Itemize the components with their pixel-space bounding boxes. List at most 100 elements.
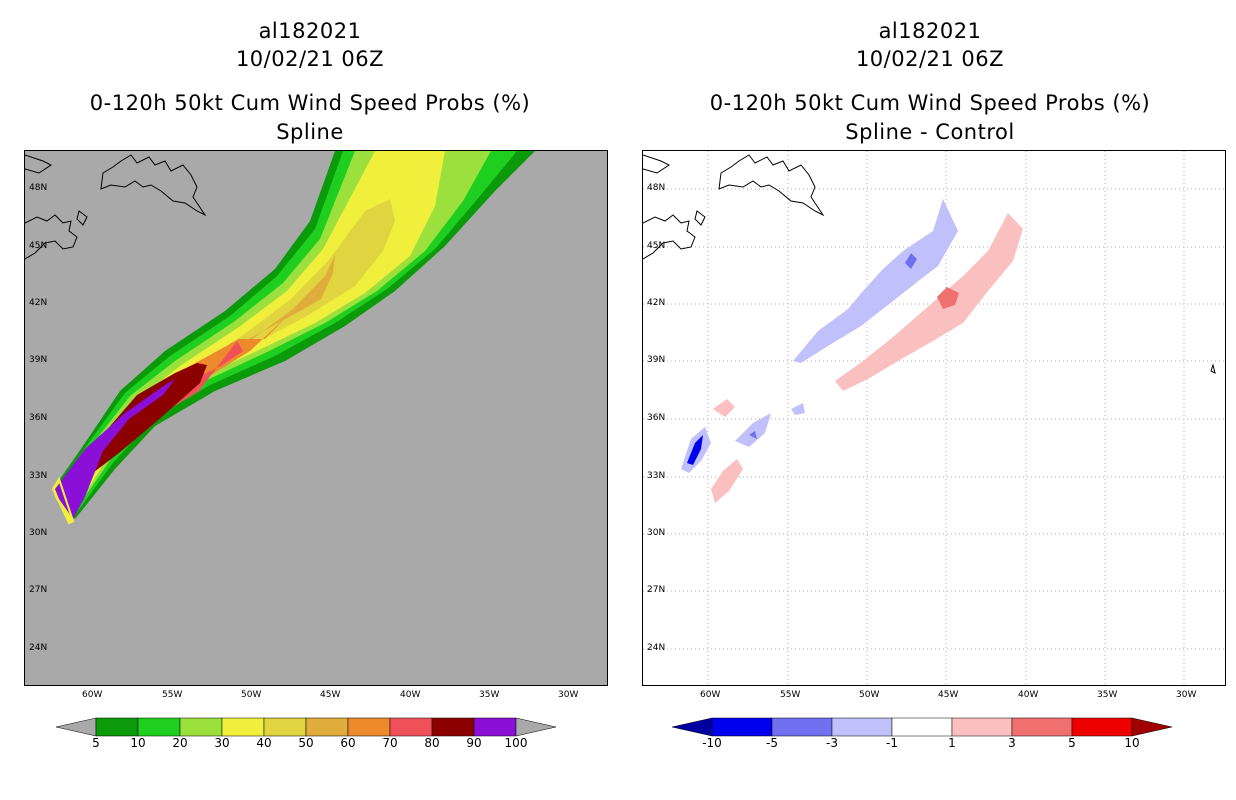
pos-region-north xyxy=(835,213,1023,391)
neg-region-north xyxy=(793,199,958,363)
colorbar-swatch xyxy=(1011,717,1073,737)
colorbar-swatch xyxy=(221,717,265,737)
pos-core-north xyxy=(937,287,959,309)
colorbar-tick-label: 60 xyxy=(340,736,356,750)
neg-region-small xyxy=(791,403,805,415)
lat-label-36n-right: 36N xyxy=(647,413,666,423)
colorbar-tick-label: 20 xyxy=(172,736,188,750)
colorbar-swatch xyxy=(831,717,893,737)
difference-contours xyxy=(681,199,1023,503)
colorbar-tick-label: -1 xyxy=(886,736,898,750)
colorbar-lower-triangle xyxy=(56,717,97,737)
lat-label-48n: 48N xyxy=(29,183,48,193)
lat-label-33n: 33N xyxy=(29,471,48,481)
colorbar-upper-triangle xyxy=(1131,717,1172,737)
colorbar-swatch xyxy=(951,717,1013,737)
left-colorbar xyxy=(56,716,556,738)
colorbar-swatch xyxy=(1071,717,1133,737)
pos-region-south xyxy=(711,459,743,503)
lon-label-60w-left: 60W xyxy=(82,690,103,700)
lon-label-40w-left: 40W xyxy=(400,690,421,700)
pos-region-small xyxy=(713,399,735,417)
lat-label-42n: 42N xyxy=(29,298,48,308)
contour-80 xyxy=(69,363,207,491)
lat-label-27n: 27N xyxy=(29,585,48,595)
coastline xyxy=(25,154,207,260)
neg-core-south xyxy=(687,435,703,465)
lat-label-36n: 36N xyxy=(29,413,48,423)
colorbar-tick-label: 5 xyxy=(92,736,100,750)
left-title-product: 0-120h 50kt Cum Wind Speed Probs (%) xyxy=(89,91,531,115)
lat-label-45n-right: 45N xyxy=(647,241,666,251)
neg-core-mid xyxy=(749,431,757,439)
right-title-method: Spline - Control xyxy=(845,120,1015,144)
left-title-method: Spline xyxy=(276,120,344,144)
colorbar-tick-label: 90 xyxy=(466,736,482,750)
lon-label-45w-left: 45W xyxy=(320,690,341,700)
left-colorbar-svg xyxy=(56,717,556,737)
right-title-date: 10/02/21 06Z xyxy=(855,47,1005,71)
colorbar-swatch xyxy=(263,717,307,737)
colorbar-tick-label: -5 xyxy=(766,736,778,750)
colorbar-tick-label: 5 xyxy=(1068,736,1076,750)
right-colorbar-svg xyxy=(672,717,1172,737)
lat-label-30n-right: 30N xyxy=(647,528,666,538)
right-difference-map: 48N 45N 42N 39N 36N 33N 30N 27N 24N xyxy=(642,150,1226,686)
lon-label-55w-left: 55W xyxy=(162,690,183,700)
left-title-date: 10/02/21 06Z xyxy=(235,47,385,71)
colorbar-tick-label: 10 xyxy=(130,736,146,750)
colorbar-tick-label: -3 xyxy=(826,736,838,750)
colorbar-tick-label: 10 xyxy=(1124,736,1140,750)
colorbar-tick-label: 50 xyxy=(298,736,314,750)
lat-label-27n-right: 27N xyxy=(647,585,666,595)
colorbar-swatch xyxy=(95,717,139,737)
contour-60 xyxy=(65,316,287,495)
lat-label-33n-right: 33N xyxy=(647,471,666,481)
colorbar-tick-label: 1 xyxy=(948,736,956,750)
colorbar-swatch xyxy=(389,717,433,737)
lon-label-30w-left: 30W xyxy=(558,690,579,700)
lon-label-50w-right: 50W xyxy=(859,690,880,700)
lon-label-40w-right: 40W xyxy=(1018,690,1039,700)
contour-100-outline xyxy=(51,476,75,525)
colorbar-swatch xyxy=(305,717,349,737)
left-map-svg xyxy=(25,151,535,525)
contour-100 xyxy=(55,379,175,519)
colorbar-upper-triangle xyxy=(515,717,556,737)
colorbar-tick-label: 40 xyxy=(256,736,272,750)
left-probability-map: 48N 45N 42N 39N 36N 33N 30N 27N 24N xyxy=(24,150,608,686)
coastline-right xyxy=(643,154,1216,374)
colorbar-swatch xyxy=(711,717,773,737)
right-title-storm: al182021 xyxy=(878,19,982,43)
lat-label-39n-right: 39N xyxy=(647,355,666,365)
lat-label-39n: 39N xyxy=(29,355,48,365)
colorbar-swatch xyxy=(473,717,517,737)
neg-region-mid xyxy=(735,413,771,447)
grid-lines-right xyxy=(643,151,1225,685)
right-map-svg xyxy=(643,151,1225,685)
colorbar-tick-label: -10 xyxy=(702,736,722,750)
neg-core-north xyxy=(905,253,917,269)
colorbar-swatch xyxy=(771,717,833,737)
lon-label-45w-right: 45W xyxy=(938,690,959,700)
colorbar-swatch xyxy=(891,717,953,737)
left-title-storm: al182021 xyxy=(258,19,362,43)
probability-contours xyxy=(51,151,535,525)
colorbar-lower-triangle xyxy=(672,717,713,737)
colorbar-tick-label: 100 xyxy=(504,736,528,750)
colorbar-tick-label: 3 xyxy=(1008,736,1016,750)
lon-label-55w-right: 55W xyxy=(780,690,801,700)
colorbar-swatch xyxy=(347,717,391,737)
lon-label-50w-left: 50W xyxy=(241,690,262,700)
colorbar-tick-label: 70 xyxy=(382,736,398,750)
right-colorbar xyxy=(672,716,1172,738)
lon-label-60w-right: 60W xyxy=(700,690,721,700)
colorbar-tick-label: 80 xyxy=(424,736,440,750)
lon-label-30w-right: 30W xyxy=(1176,690,1197,700)
lat-label-48n-right: 48N xyxy=(647,183,666,193)
colorbar-swatch xyxy=(137,717,181,737)
lon-label-35w-left: 35W xyxy=(479,690,500,700)
right-title-product: 0-120h 50kt Cum Wind Speed Probs (%) xyxy=(709,91,1151,115)
colorbar-swatch xyxy=(179,717,223,737)
lat-label-24n: 24N xyxy=(29,643,48,653)
